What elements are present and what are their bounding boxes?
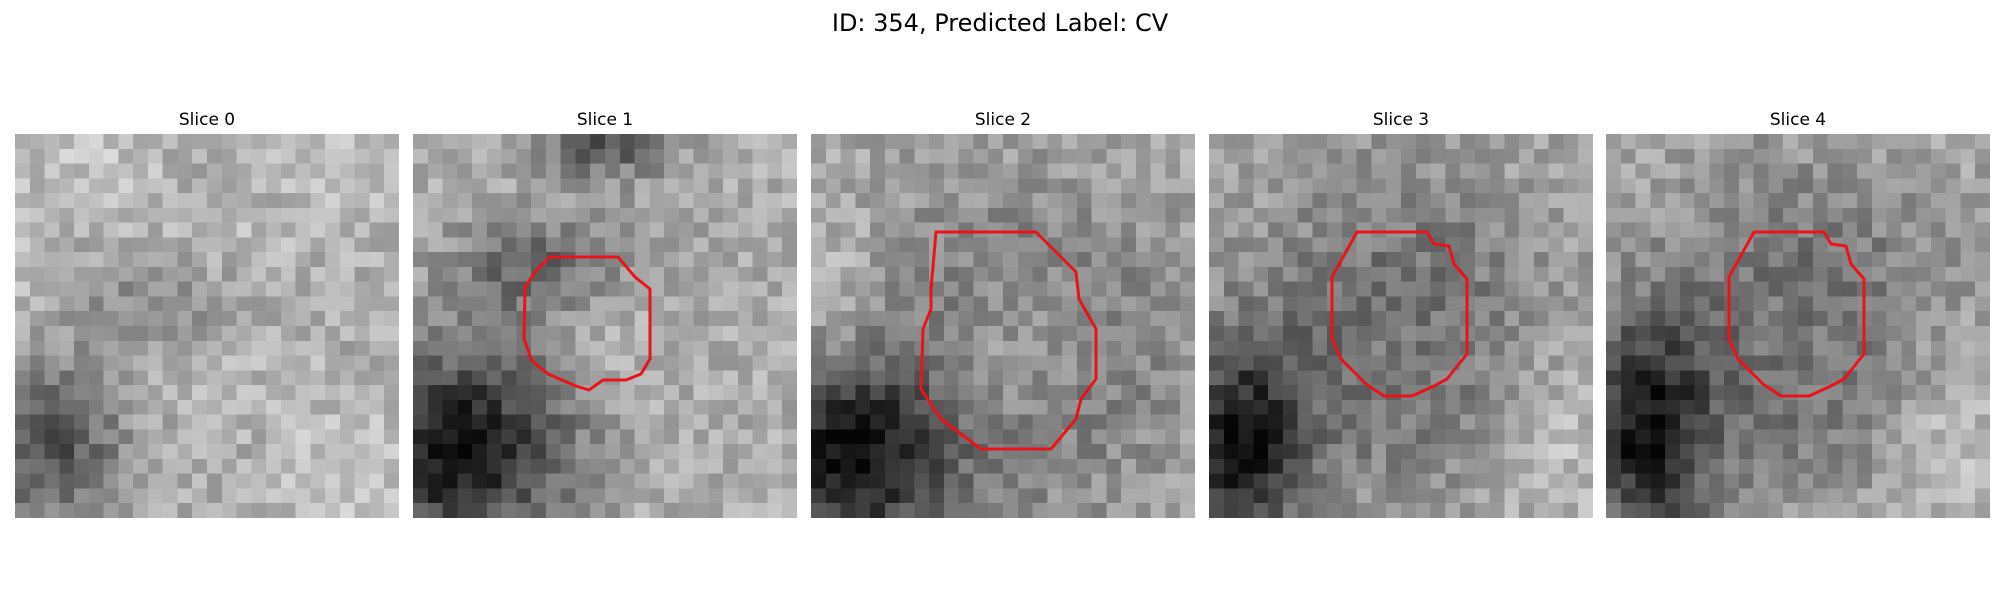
slice-image bbox=[811, 134, 1195, 518]
slice-title: Slice 4 bbox=[1769, 110, 1827, 130]
slice-grayscale-image bbox=[413, 134, 797, 518]
slice-grayscale-image bbox=[811, 134, 1195, 518]
segmentation-contour-overlay bbox=[1727, 230, 1866, 398]
slice-panel-1: Slice 1 bbox=[413, 108, 797, 518]
segmentation-contour-overlay bbox=[522, 255, 652, 392]
slice-panel-4: Slice 4 bbox=[1606, 108, 1990, 518]
slice-title: Slice 2 bbox=[974, 110, 1032, 130]
slice-grayscale-image bbox=[15, 134, 399, 518]
segmentation-contour bbox=[919, 230, 1098, 451]
slice-image bbox=[1606, 134, 1990, 518]
figure-title: ID: 354, Predicted Label: CV bbox=[831, 9, 1169, 37]
segmentation-contour-overlay bbox=[1330, 230, 1469, 398]
slice-title: Slice 1 bbox=[576, 110, 634, 130]
slice-title: Slice 0 bbox=[178, 110, 236, 130]
slice-image bbox=[15, 134, 399, 518]
slice-grayscale-image bbox=[1606, 134, 1990, 518]
slice-title: Slice 3 bbox=[1372, 110, 1430, 130]
segmentation-contour-overlay bbox=[919, 230, 1098, 451]
slice-grayscale-image bbox=[1209, 134, 1593, 518]
slice-panel-2: Slice 2 bbox=[811, 108, 1195, 518]
segmentation-contour bbox=[1727, 230, 1866, 398]
slice-image bbox=[413, 134, 797, 518]
segmentation-contour bbox=[522, 255, 652, 392]
slice-panel-3: Slice 3 bbox=[1209, 108, 1593, 518]
slice-panel-0: Slice 0 bbox=[15, 108, 399, 518]
slice-image bbox=[1209, 134, 1593, 518]
segmentation-contour bbox=[1330, 230, 1469, 398]
